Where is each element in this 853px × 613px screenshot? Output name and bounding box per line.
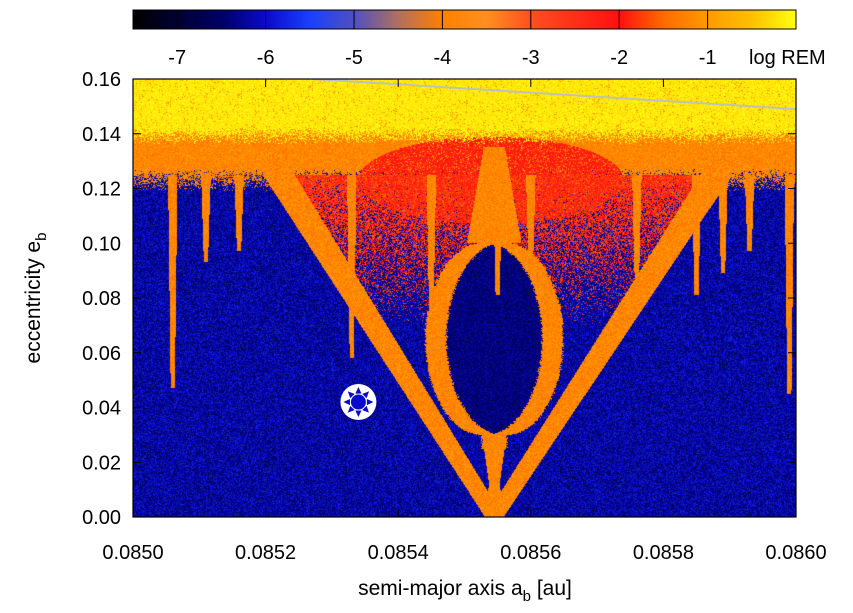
colorbar-label: log REM — [749, 47, 826, 69]
x-tick-label: 0.0860 — [765, 542, 826, 564]
colorbar-tick-label: -7 — [168, 47, 186, 69]
colorbar-tick-label: -5 — [345, 47, 363, 69]
y-tick-label: 0.02 — [82, 452, 121, 474]
y-axis-ticks: 0.00 0.02 0.04 0.06 0.08 0.10 0.12 0.14 0.16 — [82, 69, 796, 529]
y-tick-label: 0.10 — [82, 233, 121, 255]
x-axis-label: semi-major axis ab [au] — [358, 577, 572, 605]
y-axis-label-main: eccentricity e — [22, 241, 45, 364]
x-tick-label: 0.0856 — [500, 542, 561, 564]
y-tick-label: 0.16 — [82, 69, 121, 91]
y-tick-label: 0.12 — [82, 179, 121, 201]
sun-icon-ray — [362, 391, 370, 399]
y-tick-label: 0.06 — [82, 343, 121, 365]
sun-icon-ray — [366, 398, 374, 406]
colorbar-tick-label: -3 — [522, 47, 540, 69]
y-tick-label: 0.04 — [82, 398, 121, 420]
colorbar-ticks: -7 -6 -5 -4 -3 -2 -1 — [168, 10, 716, 69]
x-axis-label-sub: b — [523, 588, 531, 605]
x-tick-label: 0.0852 — [235, 542, 296, 564]
x-tick-label: 0.0854 — [368, 542, 429, 564]
x-axis-label-tail: [au] — [531, 577, 572, 600]
sun-icon-core — [350, 394, 366, 410]
y-axis-label: eccentricity eb — [22, 233, 50, 364]
sun-icon-ray — [362, 405, 370, 413]
colorbar-frame — [132, 9, 797, 30]
y-axis-label-sub: b — [33, 233, 50, 241]
x-axis-ticks: 0.0850 0.0852 0.0854 0.0856 0.0858 0.0860 — [102, 79, 827, 564]
x-tick-label: 0.0858 — [633, 542, 694, 564]
colorbar: -7 -6 -5 -4 -3 -2 -1 log REM — [132, 9, 826, 69]
colorbar-tick-label: -1 — [699, 47, 717, 69]
x-axis-label-main: semi-major axis a — [358, 577, 523, 600]
y-tick-label: 0.00 — [82, 507, 121, 529]
colorbar-tick-label: -4 — [434, 47, 452, 69]
x-tick-label: 0.0850 — [102, 542, 163, 564]
sun-icon-ray — [343, 398, 350, 406]
colorbar-gradient — [133, 10, 796, 29]
heatmap-raster — [133, 79, 796, 517]
sun-icon-ray — [347, 391, 355, 399]
plot-annotations — [311, 79, 796, 421]
y-tick-label: 0.08 — [82, 288, 121, 310]
colorbar-tick-label: -2 — [610, 47, 628, 69]
reference-line — [311, 79, 796, 111]
sun-icon-ray — [355, 387, 362, 394]
colorbar-tick-label: -6 — [257, 47, 275, 69]
sun-icon-ray — [347, 405, 355, 413]
sun-icon — [340, 384, 377, 421]
sun-icon-ray — [355, 410, 362, 418]
y-tick-label: 0.14 — [82, 124, 121, 146]
